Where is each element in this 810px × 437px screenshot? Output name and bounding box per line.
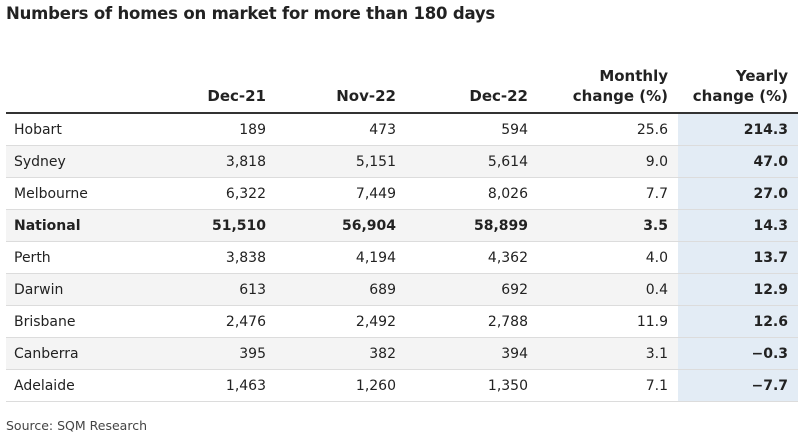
table-body: Hobart 189 473 594 25.6 214.3 Sydney 3,818 5,151… <box>6 113 798 402</box>
source-note: Source: SQM Research <box>6 418 147 433</box>
cell-nov-22: 382 <box>276 337 406 370</box>
cell-dec-22: 594 <box>406 113 538 146</box>
cell-yearly-change: 47.0 <box>678 145 798 178</box>
cell-dec-21: 189 <box>146 113 276 146</box>
cell-yearly-change: 12.9 <box>678 273 798 306</box>
data-table: Dec-21 Nov-22 Dec-22 Monthly change (%) … <box>6 56 798 402</box>
row-label: Adelaide <box>6 369 146 402</box>
cell-dec-21: 395 <box>146 337 276 370</box>
row-label: National <box>6 209 146 242</box>
cell-nov-22: 5,151 <box>276 145 406 178</box>
column-header-nov-22: Nov-22 <box>276 56 406 114</box>
cell-dec-22: 692 <box>406 273 538 306</box>
cell-yearly-change: 13.7 <box>678 241 798 274</box>
cell-dec-22: 4,362 <box>406 241 538 274</box>
row-label: Hobart <box>6 113 146 146</box>
cell-nov-22: 689 <box>276 273 406 306</box>
column-header-dec-21: Dec-21 <box>146 56 276 114</box>
row-label: Brisbane <box>6 305 146 338</box>
cell-dec-21: 51,510 <box>146 209 276 242</box>
cell-monthly-change: 3.1 <box>538 337 678 370</box>
table-row: National 51,510 56,904 58,899 3.5 14.3 <box>6 209 798 242</box>
cell-yearly-change: 14.3 <box>678 209 798 242</box>
table-row: Darwin 613 689 692 0.4 12.9 <box>6 273 798 306</box>
cell-monthly-change: 9.0 <box>538 145 678 178</box>
table-row: Canberra 395 382 394 3.1 −0.3 <box>6 337 798 370</box>
row-label: Darwin <box>6 273 146 306</box>
cell-monthly-change: 3.5 <box>538 209 678 242</box>
column-header-monthly-change: Monthly change (%) <box>538 56 678 114</box>
table-row: Brisbane 2,476 2,492 2,788 11.9 12.6 <box>6 305 798 338</box>
cell-dec-22: 2,788 <box>406 305 538 338</box>
cell-monthly-change: 4.0 <box>538 241 678 274</box>
table-row: Sydney 3,818 5,151 5,614 9.0 47.0 <box>6 145 798 178</box>
cell-dec-22: 1,350 <box>406 369 538 402</box>
cell-monthly-change: 11.9 <box>538 305 678 338</box>
cell-dec-22: 394 <box>406 337 538 370</box>
cell-dec-21: 6,322 <box>146 177 276 210</box>
header-row: Dec-21 Nov-22 Dec-22 Monthly change (%) … <box>6 56 798 114</box>
row-label: Melbourne <box>6 177 146 210</box>
cell-monthly-change: 7.1 <box>538 369 678 402</box>
cell-dec-21: 1,463 <box>146 369 276 402</box>
row-label: Sydney <box>6 145 146 178</box>
cell-yearly-change: −0.3 <box>678 337 798 370</box>
row-label: Canberra <box>6 337 146 370</box>
cell-dec-21: 613 <box>146 273 276 306</box>
cell-monthly-change: 0.4 <box>538 273 678 306</box>
column-header-dec-22: Dec-22 <box>406 56 538 114</box>
chart-title: Numbers of homes on market for more than… <box>6 4 496 23</box>
cell-dec-22: 5,614 <box>406 145 538 178</box>
cell-yearly-change: 214.3 <box>678 113 798 146</box>
column-header-yearly-change: Yearly change (%) <box>678 56 798 114</box>
row-label: Perth <box>6 241 146 274</box>
cell-nov-22: 2,492 <box>276 305 406 338</box>
table-row: Hobart 189 473 594 25.6 214.3 <box>6 113 798 146</box>
cell-dec-21: 2,476 <box>146 305 276 338</box>
table-row: Melbourne 6,322 7,449 8,026 7.7 27.0 <box>6 177 798 210</box>
cell-yearly-change: −7.7 <box>678 369 798 402</box>
cell-nov-22: 4,194 <box>276 241 406 274</box>
cell-dec-21: 3,838 <box>146 241 276 274</box>
cell-dec-22: 58,899 <box>406 209 538 242</box>
cell-nov-22: 7,449 <box>276 177 406 210</box>
cell-monthly-change: 7.7 <box>538 177 678 210</box>
table-row: Adelaide 1,463 1,260 1,350 7.1 −7.7 <box>6 369 798 402</box>
cell-yearly-change: 12.6 <box>678 305 798 338</box>
table-row: Perth 3,838 4,194 4,362 4.0 13.7 <box>6 241 798 274</box>
cell-nov-22: 1,260 <box>276 369 406 402</box>
cell-nov-22: 473 <box>276 113 406 146</box>
cell-nov-22: 56,904 <box>276 209 406 242</box>
cell-monthly-change: 25.6 <box>538 113 678 146</box>
column-header-city <box>6 56 146 114</box>
cell-dec-21: 3,818 <box>146 145 276 178</box>
cell-yearly-change: 27.0 <box>678 177 798 210</box>
cell-dec-22: 8,026 <box>406 177 538 210</box>
